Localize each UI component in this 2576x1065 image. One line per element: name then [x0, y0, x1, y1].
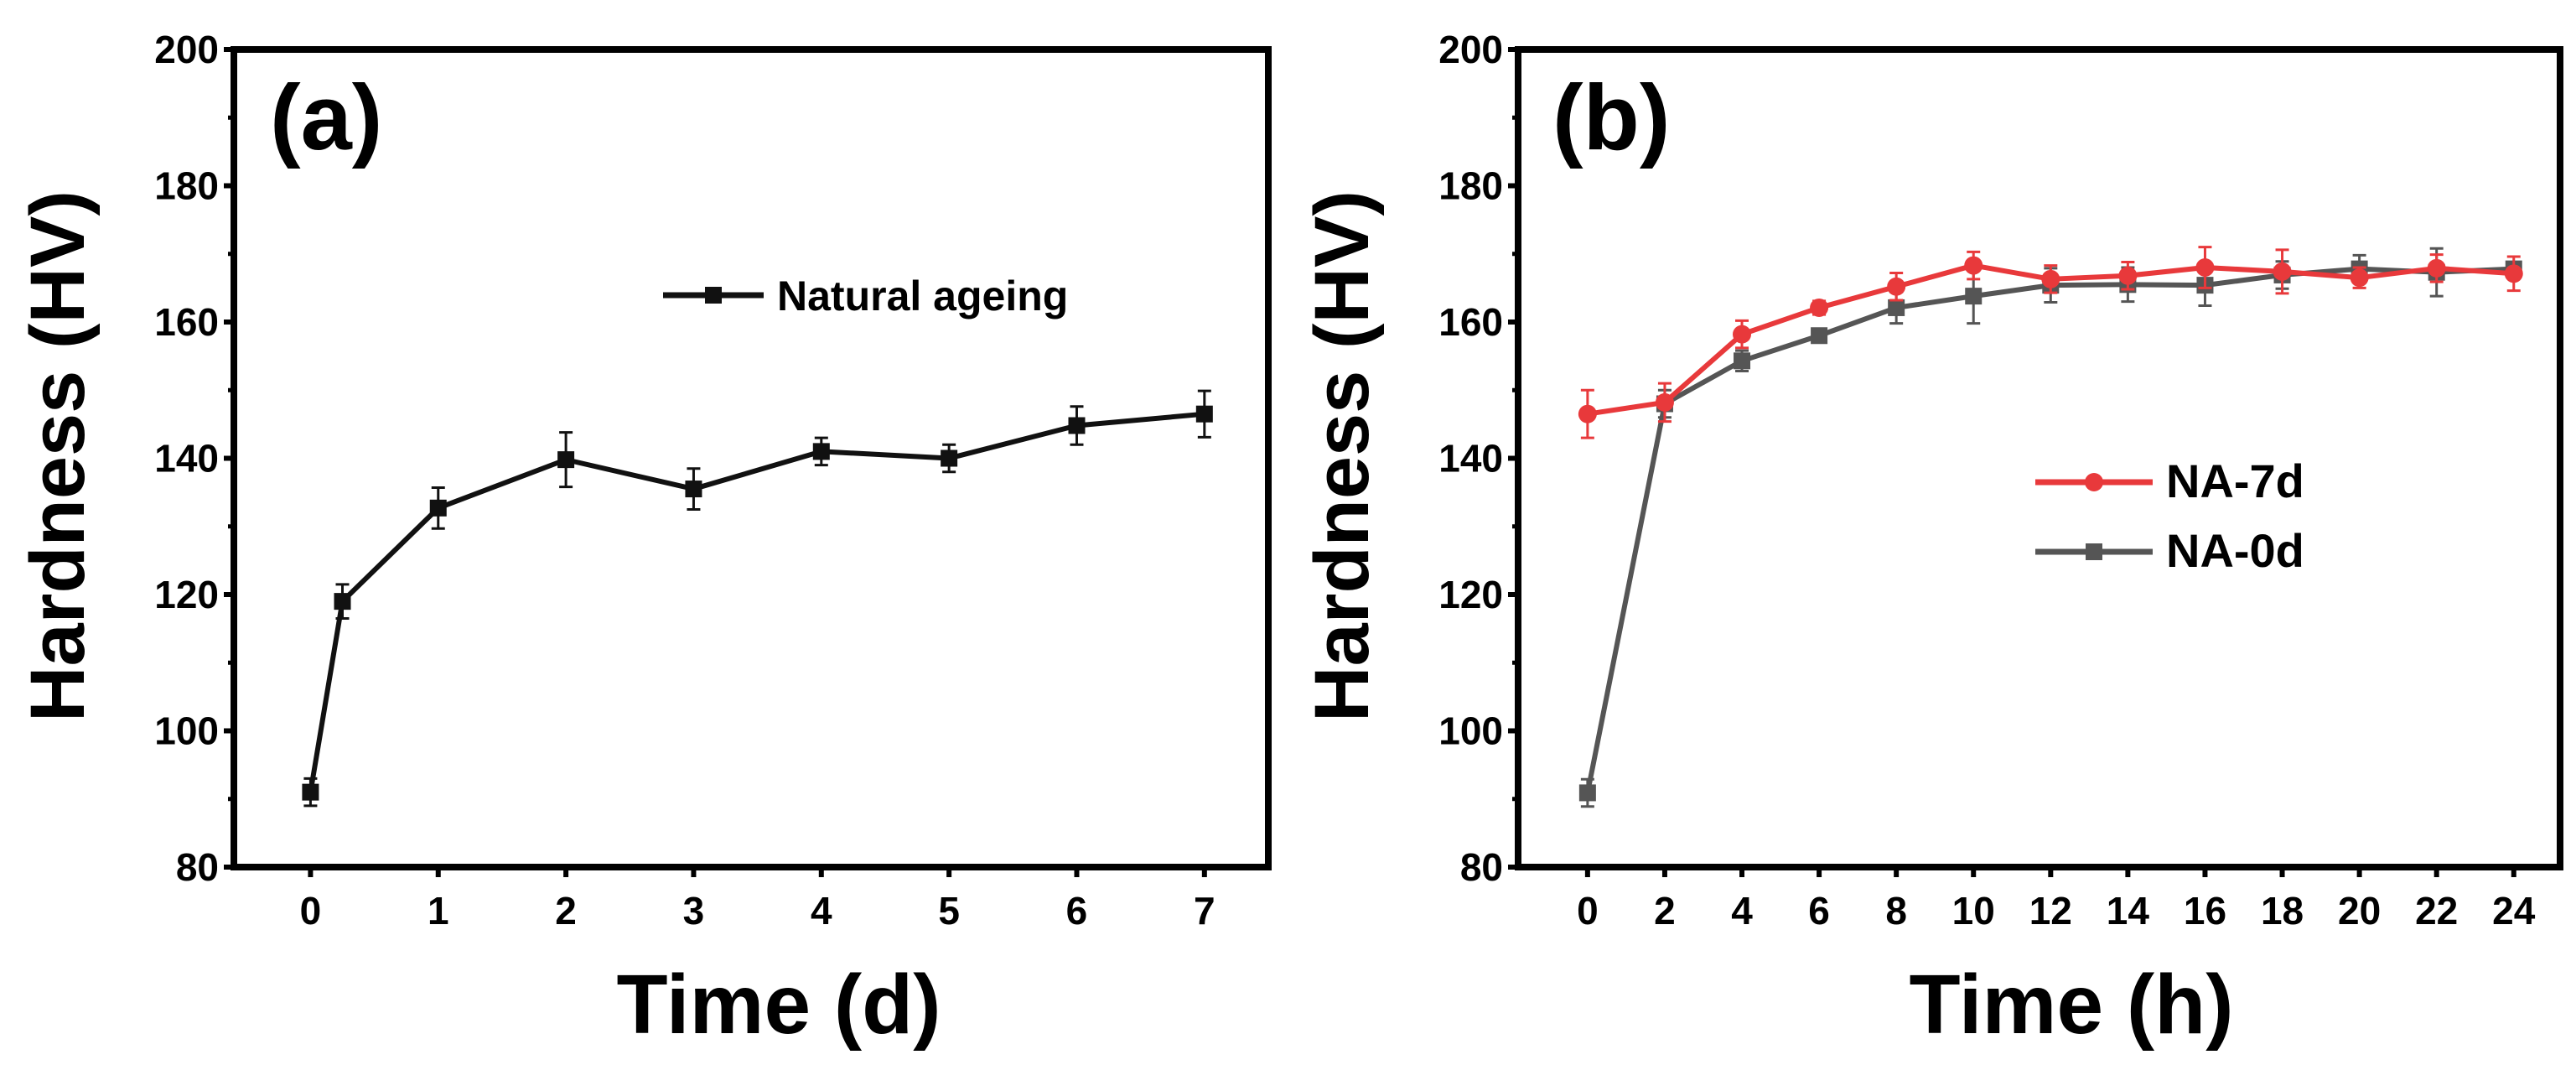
legend-marker: [705, 287, 722, 304]
series-line: [308, 411, 1205, 793]
legend-label: NA-0d: [2166, 524, 2304, 577]
y-tick-label: 200: [1438, 28, 1503, 71]
series-na-7d: [1578, 246, 2523, 439]
data-point: [1655, 392, 1674, 412]
data-point: [2195, 258, 2215, 277]
data-point: [1195, 405, 1213, 423]
data-point: [1811, 327, 1828, 345]
data-point: [1068, 417, 1086, 434]
x-tick-label: 8: [1885, 889, 1907, 933]
y-tick-label: 100: [1438, 709, 1503, 753]
y-tick-label: 120: [154, 573, 219, 616]
data-point: [1578, 404, 1597, 423]
data-point: [1734, 352, 1751, 370]
y-tick-label: 200: [154, 28, 219, 71]
x-tick-label: 6: [1066, 889, 1088, 933]
x-tick-label: 7: [1194, 889, 1215, 933]
data-point: [2350, 268, 2369, 288]
data-point: [2118, 266, 2138, 285]
data-point: [557, 451, 575, 469]
x-tick-label: 20: [2338, 889, 2381, 933]
y-tick-label: 180: [154, 164, 219, 208]
data-point: [1733, 325, 1752, 344]
data-point: [334, 593, 351, 610]
data-point: [1888, 299, 1905, 316]
y-tick-label: 180: [1438, 164, 1503, 208]
x-tick-label: 2: [1654, 889, 1676, 933]
data-point: [1810, 298, 1829, 317]
x-tick-label: 24: [2492, 889, 2536, 933]
y-tick-label: 160: [154, 300, 219, 344]
data-point: [941, 449, 958, 467]
x-tick-label: 14: [2107, 889, 2150, 933]
panel-label: (b): [1552, 66, 1670, 169]
x-tick-label: 16: [2184, 889, 2226, 933]
x-tick-label: 6: [1808, 889, 1830, 933]
x-axis-title: Time (d): [616, 958, 941, 1052]
series-natural-ageing: [302, 389, 1213, 808]
legend-label: Natural ageing: [777, 273, 1068, 320]
series-na-0d: [1578, 247, 2522, 808]
x-tick-label: 4: [811, 889, 832, 933]
data-point: [685, 481, 702, 498]
data-point: [1965, 288, 1983, 305]
y-tick-label: 120: [1438, 573, 1503, 616]
data-point: [1964, 256, 1983, 275]
x-tick-label: 3: [683, 889, 705, 933]
legend: Natural ageing: [663, 273, 1068, 320]
data-point: [302, 783, 319, 801]
x-tick-label: 1: [428, 889, 449, 933]
y-tick-label: 80: [176, 845, 219, 889]
y-tick-label: 80: [1460, 845, 1503, 889]
x-axis-title: Time (h): [1909, 958, 2233, 1052]
panel-label: (a): [270, 66, 382, 169]
data-point: [1578, 784, 1596, 802]
y-axis-title: Hardness (HV): [1299, 190, 1385, 722]
x-tick-label: 12: [2029, 889, 2072, 933]
x-tick-label: 18: [2261, 889, 2304, 933]
chart-panel-a: 80 100 120 140 160 180 200 0 1 2 3 4 5 6 7 Time (d) Hard…: [15, 28, 1272, 1052]
data-point: [1887, 277, 1906, 296]
x-tick-label: 22: [2415, 889, 2458, 933]
plot-frame: [231, 46, 1272, 870]
data-point: [2041, 269, 2060, 288]
y-tick-label: 140: [1438, 437, 1503, 481]
x-tick-label: 0: [300, 889, 322, 933]
legend-label: NA-7d: [2166, 455, 2304, 507]
plot-frame: [1515, 46, 2563, 870]
data-point: [2427, 258, 2446, 278]
y-tick-label: 140: [154, 437, 219, 481]
x-tick-label: 4: [1731, 889, 1753, 933]
legend-marker: [2086, 543, 2102, 560]
y-axis-title: Hardness (HV): [15, 190, 101, 722]
legend-marker: [2085, 473, 2103, 491]
y-tick-label: 160: [1438, 300, 1503, 344]
data-point: [2273, 262, 2292, 281]
x-tick-label: 5: [938, 889, 960, 933]
x-tick-label: 10: [1952, 889, 1995, 933]
data-point: [2504, 264, 2523, 283]
data-point: [429, 499, 447, 517]
x-tick-label: 2: [555, 889, 577, 933]
x-tick-label: 0: [1577, 889, 1599, 933]
y-tick-label: 100: [154, 709, 219, 753]
data-point: [812, 443, 830, 460]
legend: NA-7d NA-0d: [2035, 455, 2304, 577]
